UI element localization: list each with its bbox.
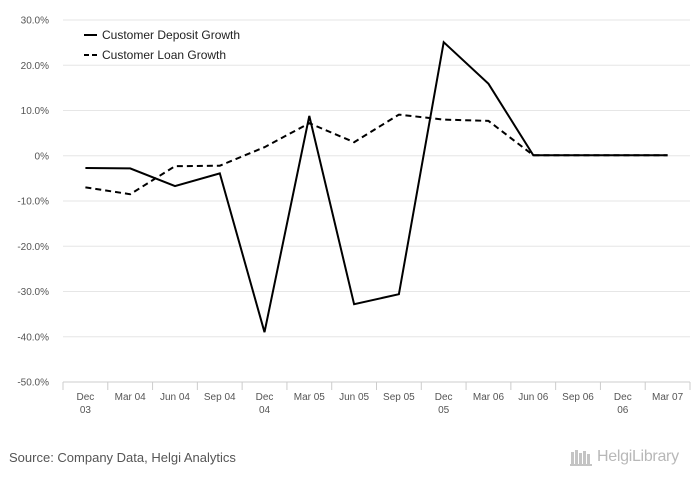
x-tick-label: Dec 06 [614, 392, 632, 416]
y-tick-label: 0% [35, 151, 50, 162]
y-tick-label: -20.0% [17, 242, 49, 253]
x-tick-label: Sep 04 [204, 392, 236, 403]
x-tick-label: Jun 06 [518, 392, 548, 403]
x-tick-label: Mar 07 [652, 392, 684, 403]
y-tick-label: 30.0% [21, 16, 49, 27]
series-line-deposit-growth [85, 40, 668, 333]
y-tick-label: 20.0% [21, 61, 49, 72]
x-tick-label: Mar 06 [473, 392, 505, 403]
helgi-library-logo: HelgiLibrary [570, 448, 679, 466]
data-point [174, 165, 176, 167]
legend: Customer Deposit Growth Customer Loan Gr… [84, 28, 240, 62]
y-tick-label: -50.0% [17, 378, 49, 389]
data-point [443, 119, 445, 121]
legend-loan-label: Customer Loan Growth [102, 48, 226, 62]
x-tick-label: Dec 04 [256, 392, 274, 416]
y-tick-label: -40.0% [17, 332, 49, 343]
x-tick-label: Sep 06 [562, 392, 594, 403]
grid-lines [63, 19, 690, 338]
x-tick-label: Dec 05 [435, 392, 453, 416]
legend-deposit-label: Customer Deposit Growth [102, 28, 240, 42]
line-chart: 30.0% 20.0% 10.0% 0% -10.0% -20.0% -30.0% -40.0… [17, 16, 691, 416]
series-line-loan-growth [85, 113, 668, 196]
y-tick-label: 10.0% [21, 106, 49, 117]
x-tick-label: Mar 04 [115, 392, 147, 403]
x-tick-label: Jun 04 [160, 392, 190, 403]
x-tick-label: Sep 05 [383, 392, 415, 403]
brand-text: HelgiLibrary [597, 448, 679, 465]
series-lines [85, 40, 668, 333]
x-tick-label: Jun 05 [339, 392, 369, 403]
y-tick-label: -30.0% [17, 287, 49, 298]
x-tick-label: Mar 05 [294, 392, 326, 403]
y-axis: 30.0% 20.0% 10.0% 0% -10.0% -20.0% -30.0% -40.0… [17, 16, 49, 389]
x-axis: Dec 03 Mar 04 Jun 04 Sep 04 Dec 04 Mar 05 Jun 05… [62, 381, 691, 416]
source-note: Source: Company Data, Helgi Analytics [9, 450, 236, 465]
library-icon [570, 450, 592, 466]
y-tick-label: -10.0% [17, 197, 49, 208]
x-tick-label: Dec 03 [76, 392, 94, 416]
